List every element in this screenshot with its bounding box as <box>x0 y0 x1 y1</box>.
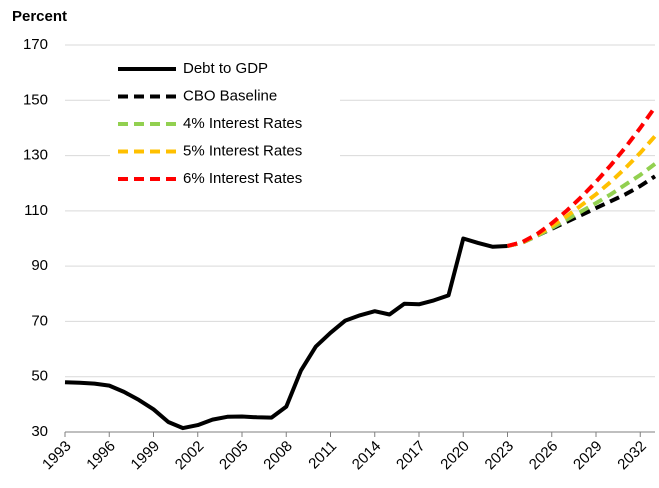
y-tick-label: 110 <box>24 202 48 219</box>
y-tick-label: 50 <box>31 368 48 385</box>
x-tick-label: 2014 <box>349 438 385 474</box>
series-line <box>506 106 657 248</box>
y-tick-label: 170 <box>23 36 48 53</box>
legend-label: 4% Interest Rates <box>183 115 302 132</box>
x-tick-label: 1993 <box>39 438 75 474</box>
y-tick-label: 90 <box>31 257 48 274</box>
series-line <box>507 134 657 248</box>
y-axis-label: Percent <box>12 8 67 25</box>
x-tick-label: 2032 <box>614 438 650 474</box>
series-line <box>507 162 657 248</box>
legend-label: CBO Baseline <box>183 87 277 104</box>
legend-label: 6% Interest Rates <box>183 170 302 187</box>
legend-box <box>110 55 340 195</box>
x-tick-label: 2023 <box>482 438 518 474</box>
x-tick-label: 2011 <box>305 438 340 473</box>
y-tick-label: 130 <box>23 147 48 164</box>
y-tick-label: 150 <box>23 91 48 108</box>
x-tick-label: 2020 <box>437 438 473 474</box>
x-tick-label: 2008 <box>260 438 296 474</box>
x-tick-label: 2005 <box>216 438 252 474</box>
y-tick-label: 30 <box>31 423 48 440</box>
x-tick-label: 2017 <box>393 438 429 474</box>
x-tick-label: 1999 <box>128 438 164 474</box>
legend-label: 5% Interest Rates <box>183 142 302 159</box>
series-line <box>64 236 508 431</box>
x-tick-label: 2002 <box>172 438 208 474</box>
x-tick-label: 1996 <box>83 438 119 474</box>
y-tick-label: 70 <box>31 312 48 329</box>
x-tick-label: 2029 <box>570 438 606 474</box>
series-line <box>507 174 657 248</box>
legend-label: Debt to GDP <box>183 60 268 77</box>
x-tick-label: 2026 <box>526 438 562 474</box>
